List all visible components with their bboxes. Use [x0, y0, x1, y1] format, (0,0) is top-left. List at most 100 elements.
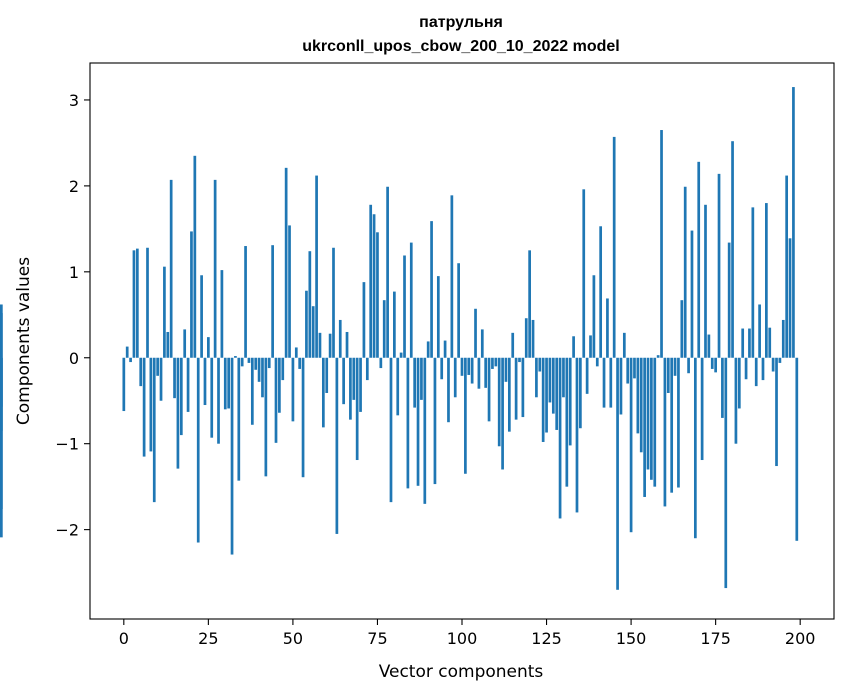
bar [636, 357, 640, 434]
bar [650, 357, 653, 480]
bar [629, 357, 633, 533]
bar [369, 204, 373, 358]
bar [609, 357, 613, 408]
bar [135, 248, 139, 358]
bar [612, 136, 616, 358]
bar [700, 357, 704, 461]
bar [264, 357, 268, 477]
x-tick-label: 200 [785, 629, 816, 648]
bar [230, 357, 234, 555]
bars-group [0, 87, 799, 590]
bar [342, 357, 345, 405]
bar [203, 357, 207, 406]
y-axis-label: Components values [14, 257, 34, 425]
bar [0, 357, 3, 510]
bar [318, 332, 322, 358]
bar [349, 357, 352, 420]
bar [247, 357, 251, 363]
bar [389, 357, 393, 503]
bar [562, 357, 565, 398]
y-tick-label: −2 [55, 521, 79, 540]
bar [467, 357, 471, 375]
x-tick-label: 25 [198, 629, 218, 648]
bar [386, 186, 389, 358]
bar [332, 247, 335, 358]
bar [261, 357, 264, 398]
bar [731, 141, 734, 358]
bar [207, 337, 210, 358]
bar [704, 204, 707, 358]
bar [781, 319, 785, 358]
bar [792, 87, 795, 358]
bar [768, 327, 772, 358]
y-axis-ticks: −2 −1 0 1 2 3 [55, 91, 90, 540]
bar [436, 276, 440, 358]
bar [744, 357, 748, 380]
y-tick-label: 3 [69, 91, 79, 110]
bar [450, 195, 454, 358]
bar [795, 357, 799, 541]
bar [504, 357, 508, 382]
bar [555, 357, 559, 430]
bar [447, 357, 450, 423]
bar [420, 357, 423, 400]
bar [335, 357, 339, 534]
bar [548, 357, 552, 403]
bar [582, 189, 586, 358]
bar [227, 357, 231, 409]
bar [528, 250, 531, 358]
bar [267, 357, 271, 369]
bar [507, 357, 511, 432]
bar [487, 357, 491, 422]
bar [518, 357, 521, 363]
bar [338, 319, 342, 358]
bar [514, 357, 518, 420]
bar [396, 357, 400, 416]
bar [234, 356, 237, 358]
bar [639, 357, 643, 453]
bar [409, 242, 413, 358]
bar [129, 357, 132, 363]
bar [788, 238, 792, 358]
bar [0, 313, 3, 358]
y-tick-label: 0 [69, 349, 79, 368]
bar [474, 308, 477, 358]
bar [660, 130, 663, 358]
bar [142, 357, 146, 457]
bar [778, 357, 782, 363]
bar [298, 357, 302, 369]
bar [457, 263, 460, 358]
chart-subtitle: ukrconll_upos_cbow_200_10_2022 model [302, 38, 619, 55]
bar [156, 357, 159, 376]
bar [416, 357, 420, 486]
x-tick-label: 175 [700, 629, 731, 648]
bar [771, 357, 775, 372]
bar [748, 328, 751, 358]
bar [721, 357, 724, 418]
x-tick-label: 0 [119, 629, 129, 648]
plot-frame [89, 62, 835, 620]
bar [683, 186, 687, 358]
bar [294, 347, 298, 358]
bar [693, 357, 697, 539]
bar [403, 255, 406, 358]
bar [524, 318, 528, 358]
bar [200, 275, 203, 358]
bar [291, 357, 295, 422]
bar [551, 357, 555, 414]
bar [710, 357, 714, 369]
bar [484, 357, 488, 388]
x-tick-label: 125 [531, 629, 562, 648]
bar [220, 270, 224, 358]
bar [305, 290, 308, 358]
bar [139, 357, 143, 387]
bar [558, 357, 562, 519]
bar [352, 357, 356, 400]
bar [616, 357, 619, 590]
bar [250, 357, 254, 425]
bar [240, 357, 244, 367]
bar [146, 247, 149, 358]
bar [213, 179, 217, 358]
bar [497, 357, 501, 447]
bar [443, 340, 447, 358]
